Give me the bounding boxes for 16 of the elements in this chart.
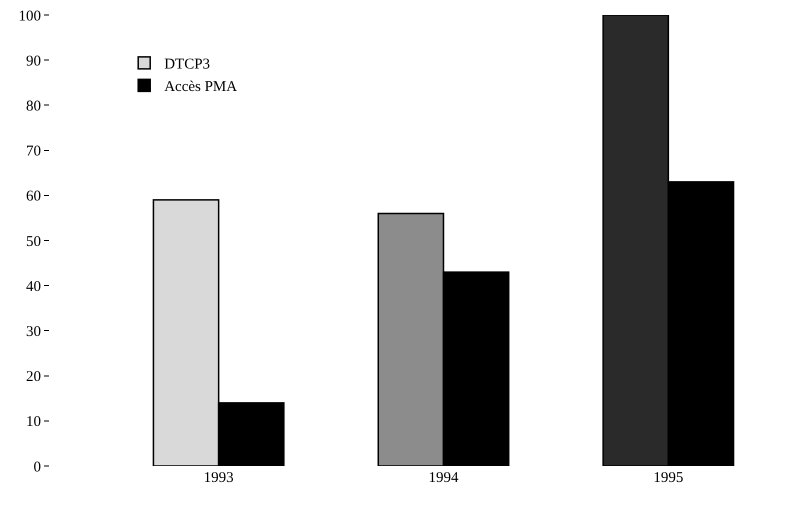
y-tick-label: 80 bbox=[26, 98, 41, 114]
y-tick-label: 100 bbox=[18, 8, 41, 24]
y-tick-label: 30 bbox=[26, 324, 41, 340]
y-tick-label: 10 bbox=[26, 414, 41, 430]
y-tick-label: 0 bbox=[34, 459, 41, 476]
x-tick-label: 1993 bbox=[204, 470, 234, 486]
y-tick-label: 60 bbox=[26, 188, 41, 205]
y-tick-label: 90 bbox=[26, 53, 41, 70]
y-tick-label: 70 bbox=[26, 144, 41, 160]
x-tick-label: 1995 bbox=[653, 470, 684, 486]
legend-label: DTCP3 bbox=[164, 56, 210, 73]
y-tick-label: 20 bbox=[26, 369, 41, 386]
y-tick-label: 50 bbox=[26, 234, 41, 250]
y-tick-label: 40 bbox=[26, 278, 41, 295]
x-tick-label: 1994 bbox=[428, 470, 459, 486]
legend-label: Accès PMA bbox=[164, 79, 238, 96]
